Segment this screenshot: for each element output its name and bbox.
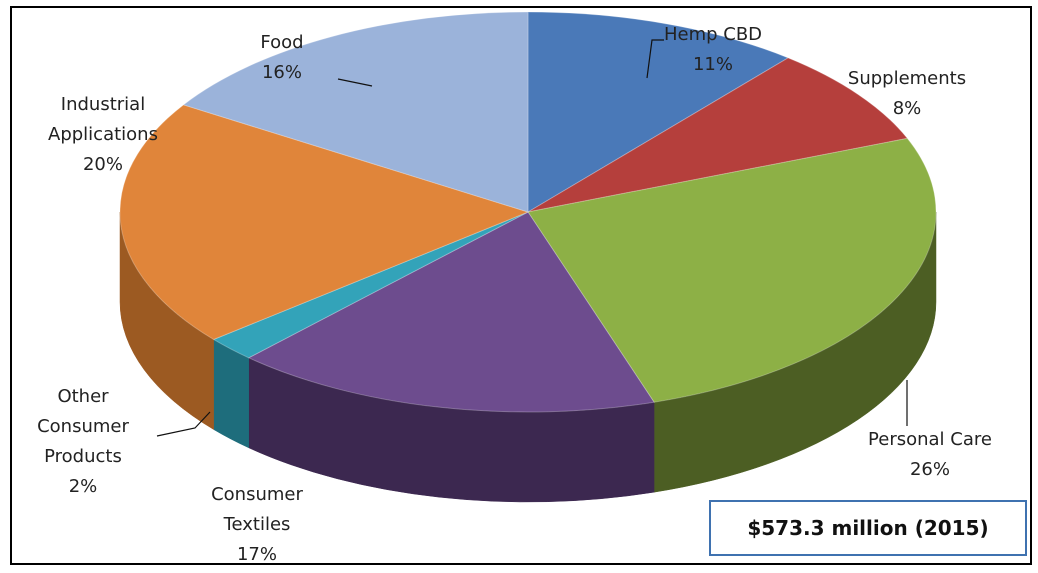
slice-percent: 26% [910,459,950,480]
pie-slice-2 [527,137,937,403]
slice-label-4: Other Consumer Products 2% [37,386,129,497]
slice-label-1: Supplements 8% [848,68,966,119]
slice-name: Personal Care [868,429,992,450]
slice-name: Other [57,386,109,407]
slice-percent: 8% [893,98,922,119]
slice-name: Hemp CBD [664,24,762,45]
slice-percent: 20% [83,154,123,175]
leader-line-0 [646,39,664,79]
slice-name: Products [44,446,122,467]
pie-slice-6 [182,11,529,213]
pie-slice-1 [527,57,909,213]
slice-label-6: Food 16% [260,32,303,83]
slice-label-0: Hemp CBD 11% [664,24,762,75]
slice-label-3: Consumer Textiles 17% [211,484,303,565]
pie-slice-4 [212,211,529,359]
pie-sides [119,211,937,503]
pie-labels: Hemp CBD 11% Supplements 8% Personal Care 26%… [37,24,992,565]
slice-name: Industrial [61,94,145,115]
slice-percent: 11% [693,54,733,75]
slice-name: Food [260,32,303,53]
pie-slice-5 [119,104,530,341]
slice-label-2: Personal Care 26% [868,429,992,480]
slice-label-5: Industrial Applications 20% [48,94,158,175]
slice-name: Applications [48,124,158,145]
slice-percent: 17% [237,544,277,565]
pie-slices [119,11,937,413]
leader-line-4 [156,411,211,437]
pie-slice-3 [247,211,655,413]
slice-name: Consumer [37,416,129,437]
slice-name: Consumer [211,484,303,505]
slice-name: Textiles [223,514,291,535]
leader-line-6 [337,78,373,87]
slice-percent: 16% [262,62,302,83]
slice-percent: 2% [69,476,98,497]
pie-slice-0 [527,11,790,213]
slice-name: Supplements [848,68,966,89]
total-value-box: $573.3 million (2015) [709,500,1027,556]
